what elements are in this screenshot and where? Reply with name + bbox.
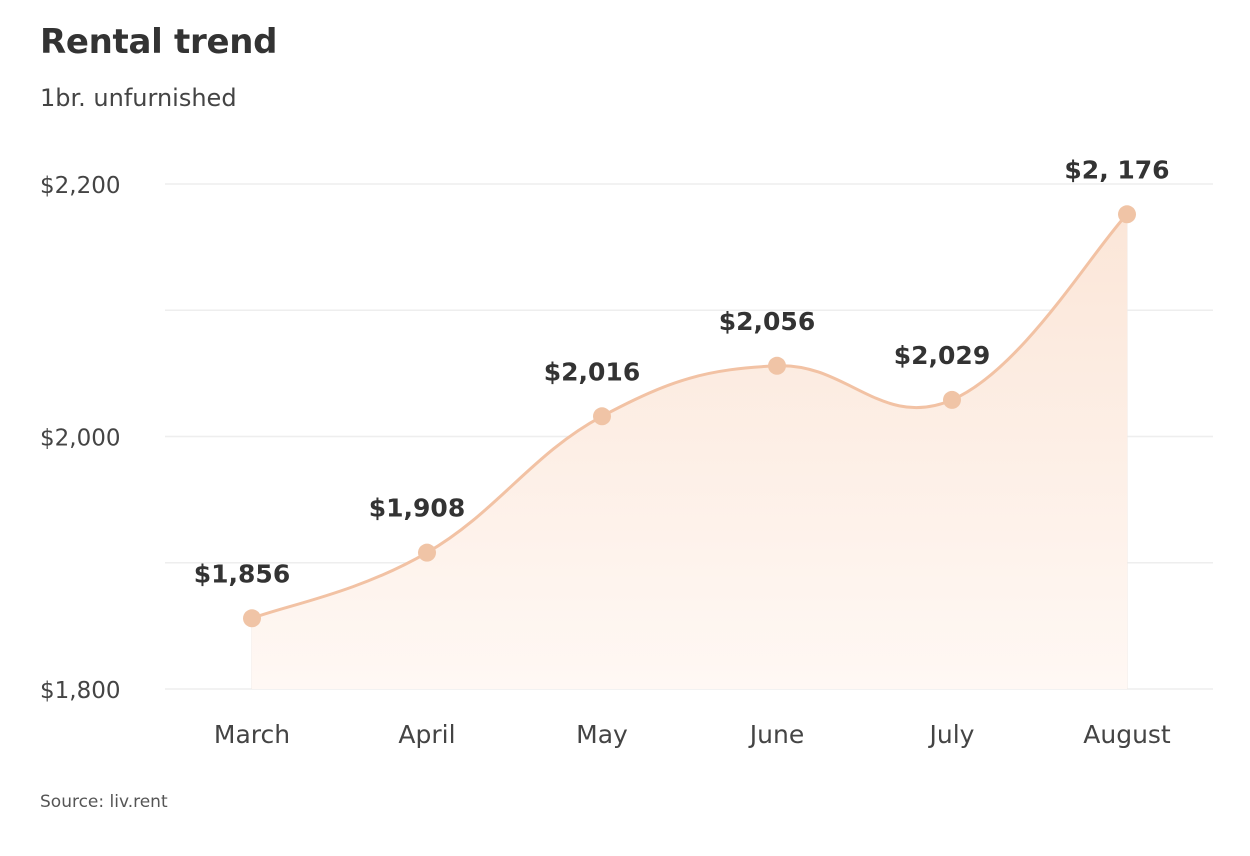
chart-subtitle: 1br. unfurnished [40,84,237,112]
data-labels: $1,856 $1,908 $2,016 $2,056 $2,029 $2, 176 [194,155,1170,588]
x-tick-label: March [214,720,290,749]
data-label: $2,016 [544,357,640,386]
y-tick-label: $1,800 [40,678,120,704]
y-tick-label: $2,200 [40,173,120,199]
x-tick-label: August [1083,720,1171,749]
data-point [768,356,786,375]
data-point [943,390,961,409]
data-label: $2,056 [719,307,815,336]
source-note: Source: liv.rent [40,792,168,812]
data-label: $2,029 [894,341,990,370]
x-axis: March April May June July August [214,720,1171,749]
markers [243,205,1136,628]
data-point [1118,205,1136,224]
area-fill [252,214,1127,690]
x-tick-label: April [398,720,455,749]
data-point [243,609,261,628]
data-point [418,543,436,562]
x-tick-label: May [576,720,628,749]
series-line [251,213,1129,620]
data-label: $2, 176 [1064,155,1169,184]
y-axis: $1,800 $2,000 $2,200 [40,173,120,704]
chart-title: Rental trend [40,22,278,62]
data-point [593,407,611,426]
x-tick-label: June [748,720,804,749]
x-tick-label: July [928,720,975,749]
data-label: $1,908 [369,494,465,523]
data-label: $1,856 [194,559,290,588]
y-tick-label: $2,000 [40,426,120,452]
